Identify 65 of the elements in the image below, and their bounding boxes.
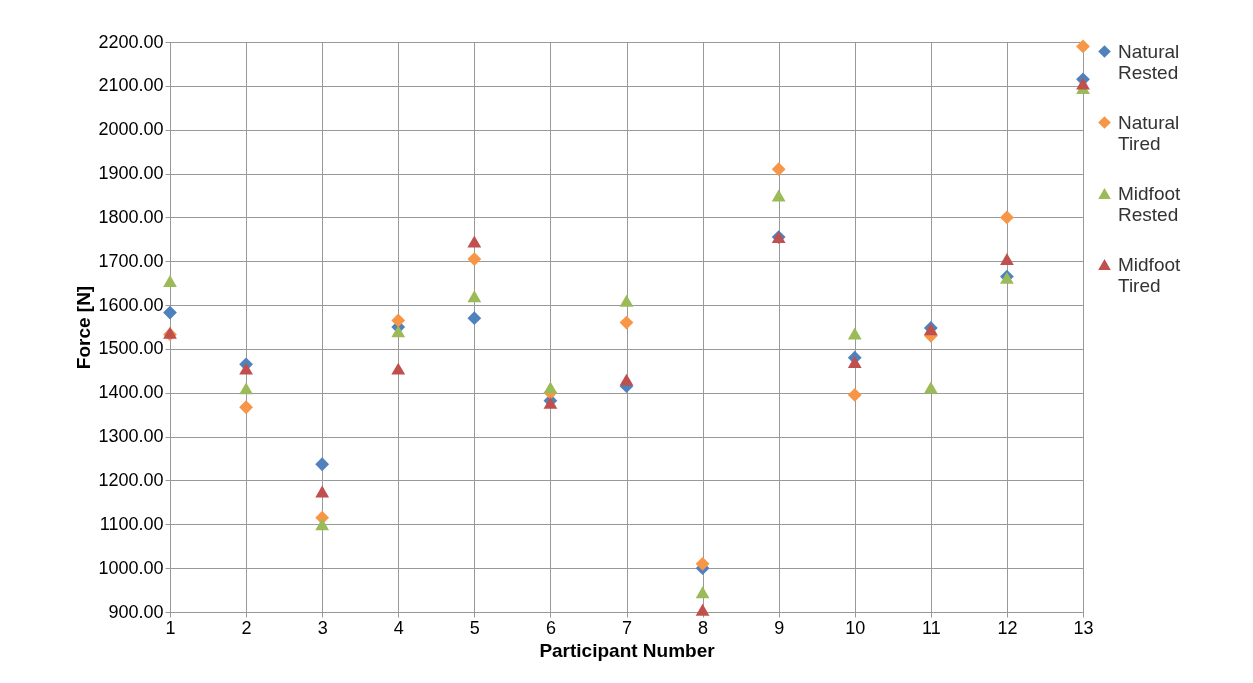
point — [923, 381, 938, 394]
point — [619, 373, 634, 386]
point — [847, 327, 862, 340]
y-tick-label: 1100.00 — [99, 513, 164, 534]
point — [467, 235, 482, 248]
y-axis-title: Force [N] — [73, 285, 95, 370]
point — [163, 305, 177, 320]
legend-label: Midfoot Tired — [1118, 253, 1182, 296]
point — [543, 381, 558, 394]
point — [695, 586, 710, 599]
y-tick-label: 1600.00 — [98, 294, 164, 315]
point — [391, 313, 406, 328]
point — [619, 315, 634, 330]
x-axis-title: Participant Number — [539, 639, 716, 661]
x-tick-label: 5 — [469, 617, 480, 638]
point — [1076, 77, 1090, 90]
y-tick-label: 1800.00 — [98, 206, 164, 227]
point — [847, 388, 862, 402]
point — [391, 325, 406, 338]
x-tick-label: 11 — [921, 617, 941, 638]
y-tick-label: 1400.00 — [98, 382, 164, 403]
y-tick-label: 1700.00 — [98, 250, 164, 271]
y-tick-label: 2000.00 — [98, 119, 164, 140]
y-tick-label: 1900.00 — [98, 163, 164, 184]
point — [315, 457, 330, 472]
point — [239, 400, 253, 415]
x-tick-label: 7 — [621, 617, 633, 638]
point — [1076, 39, 1090, 54]
point — [163, 274, 177, 287]
x-tick-label: 3 — [317, 617, 328, 638]
x-tick-label: 13 — [1073, 617, 1094, 638]
x-tick-label: 8 — [698, 617, 709, 638]
x-tick-label: 6 — [545, 617, 556, 638]
point — [467, 290, 482, 303]
x-tick-label: 9 — [774, 617, 785, 638]
x-tick-label: 1 — [165, 617, 176, 638]
point — [847, 356, 862, 369]
point — [619, 294, 634, 307]
point — [467, 311, 482, 326]
point — [315, 485, 330, 498]
y-tick-label: 2100.00 — [98, 75, 164, 96]
y-tick-label: 900.00 — [108, 601, 164, 622]
point — [695, 556, 710, 571]
point — [467, 252, 482, 266]
point — [771, 189, 786, 202]
point — [695, 603, 710, 616]
legend-label: Natural Rested — [1118, 40, 1180, 83]
legend-label: Natural Tired — [1118, 111, 1180, 154]
point — [1000, 210, 1014, 225]
y-tick-label: 2200.00 — [98, 31, 164, 52]
y-tick-label: 1300.00 — [98, 426, 164, 447]
x-tick-label: 4 — [393, 617, 404, 638]
y-tick-label: 1500.00 — [98, 338, 164, 359]
point — [315, 518, 330, 531]
x-tick-label: 12 — [997, 617, 1018, 638]
point — [771, 162, 786, 177]
y-tick-label: 1200.00 — [98, 469, 164, 490]
point — [1000, 253, 1014, 266]
x-tick-label: 10 — [845, 617, 866, 638]
x-tick-label: 2 — [241, 617, 252, 638]
y-tick-label: 1000.00 — [98, 557, 164, 578]
point — [391, 362, 406, 375]
legend-label: Midfoot Rested — [1118, 182, 1182, 225]
point — [239, 362, 253, 375]
point — [239, 382, 253, 395]
